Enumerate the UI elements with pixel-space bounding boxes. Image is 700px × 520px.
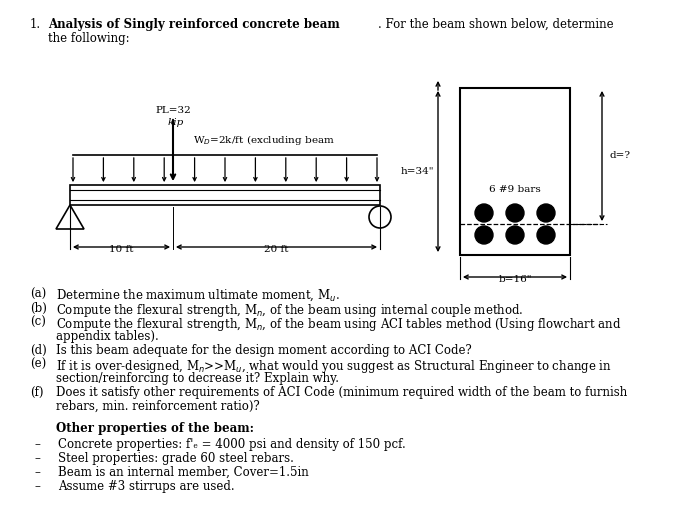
Text: Steel properties: grade 60 steel rebars.: Steel properties: grade 60 steel rebars.	[58, 452, 294, 465]
Text: –: –	[34, 452, 40, 465]
Bar	[70, 185, 380, 205]
Text: (f): (f)	[30, 386, 43, 399]
Bar	[460, 88, 570, 255]
Text: 10 ft: 10 ft	[109, 245, 134, 254]
Text: (e): (e)	[30, 358, 46, 371]
Text: section/reinforcing to decrease it? Explain why.: section/reinforcing to decrease it? Expl…	[56, 372, 339, 385]
Text: rebars, min. reinforcement ratio)?: rebars, min. reinforcement ratio)?	[56, 400, 260, 413]
Text: d=?: d=?	[610, 151, 631, 161]
Text: appendix tables).: appendix tables).	[56, 330, 159, 343]
Circle shape	[506, 226, 524, 244]
Text: Beam is an internal member, Cover=1.5in: Beam is an internal member, Cover=1.5in	[58, 466, 309, 479]
Circle shape	[537, 226, 555, 244]
Text: (a): (a)	[30, 288, 46, 301]
Text: . For the beam shown below, determine: . For the beam shown below, determine	[378, 18, 614, 31]
Text: –: –	[34, 438, 40, 451]
Text: Does it satisfy other requirements of ACI Code (minimum required width of the be: Does it satisfy other requirements of AC…	[56, 386, 627, 399]
Text: the following:: the following:	[48, 32, 130, 45]
Text: If it is over-designed, M$_n$>>M$_u$, what would you suggest as Structural Engin: If it is over-designed, M$_n$>>M$_u$, wh…	[56, 358, 612, 375]
Circle shape	[506, 204, 524, 222]
Text: W$_D$=2k/ft (excluding beam: W$_D$=2k/ft (excluding beam	[193, 133, 335, 147]
Text: (d): (d)	[30, 344, 47, 357]
Circle shape	[475, 226, 493, 244]
Text: (b): (b)	[30, 302, 47, 315]
Text: Assume #3 stirrups are used.: Assume #3 stirrups are used.	[58, 480, 234, 493]
Text: 20 ft: 20 ft	[265, 245, 288, 254]
Text: (c): (c)	[30, 316, 46, 329]
Text: b=16": b=16"	[498, 275, 532, 284]
Circle shape	[475, 204, 493, 222]
Text: Determine the maximum ultimate moment, M$_u$.: Determine the maximum ultimate moment, M…	[56, 288, 340, 304]
Text: Analysis of Singly reinforced concrete beam: Analysis of Singly reinforced concrete b…	[48, 18, 340, 31]
Text: Compute the flexural strength, M$_n$, of the beam using ACI tables method (Using: Compute the flexural strength, M$_n$, of…	[56, 316, 622, 333]
Circle shape	[537, 204, 555, 222]
Text: –: –	[34, 480, 40, 493]
Text: h=34": h=34"	[400, 166, 434, 175]
Text: Compute the flexural strength, M$_n$, of the beam using internal couple method.: Compute the flexural strength, M$_n$, of…	[56, 302, 524, 319]
Text: 1.: 1.	[30, 18, 41, 31]
Text: Is this beam adequate for the design moment according to ACI Code?: Is this beam adequate for the design mom…	[56, 344, 472, 357]
Text: PL=32: PL=32	[155, 106, 190, 115]
Text: kip: kip	[168, 118, 184, 127]
Text: Concrete properties: f'ₑ = 4000 psi and density of 150 pcf.: Concrete properties: f'ₑ = 4000 psi and …	[58, 438, 406, 451]
Text: –: –	[34, 466, 40, 479]
Text: 6 #9 bars: 6 #9 bars	[489, 185, 541, 194]
Text: Other properties of the beam:: Other properties of the beam:	[56, 422, 254, 435]
